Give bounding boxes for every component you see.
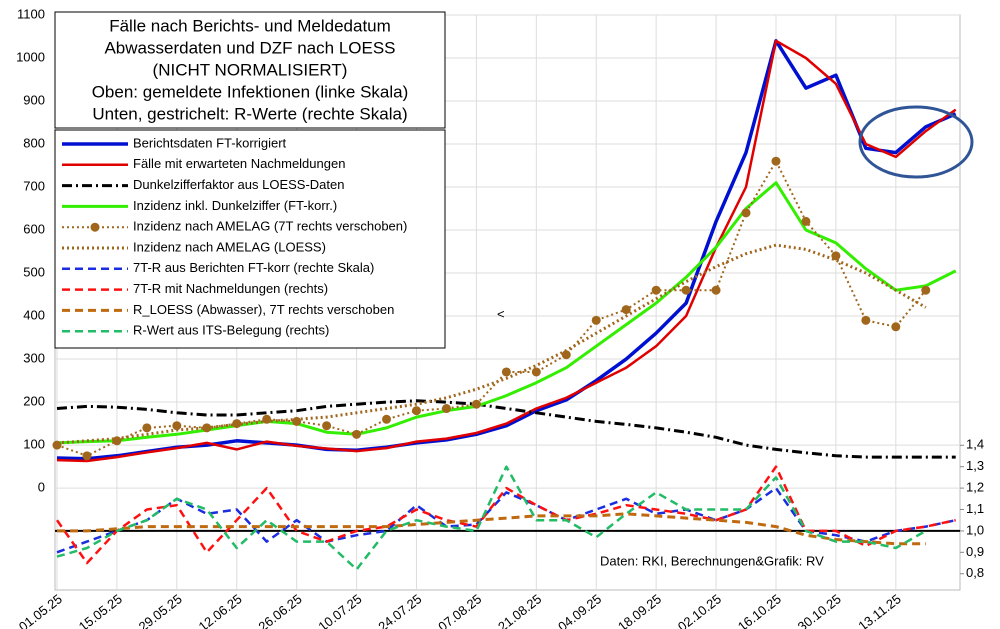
annotation: < <box>497 306 505 321</box>
y-tick-label: 1000 <box>16 49 45 64</box>
series-marker <box>172 421 182 431</box>
y2-tick-label: 1,3 <box>966 458 984 473</box>
series-marker <box>501 367 511 377</box>
series-marker <box>591 315 601 325</box>
y2-tick-label: 1,2 <box>966 480 984 495</box>
series-marker <box>411 406 421 416</box>
series-marker <box>861 315 871 325</box>
legend: Berichtsdaten FT-korrigiert Fälle mit erw… <box>62 135 407 338</box>
series-marker <box>262 414 272 424</box>
y-tick-label: 1100 <box>17 6 45 21</box>
x-tick-label: 29.05.25 <box>136 591 185 629</box>
series-marker <box>441 404 451 414</box>
x-tick-label: 01.05.25 <box>16 591 65 629</box>
series-marker <box>352 429 362 439</box>
series-marker <box>771 156 781 166</box>
x-tick-label: 16.10.25 <box>735 591 784 629</box>
series-line <box>56 243 927 445</box>
series-line <box>56 160 927 457</box>
series-marker <box>112 436 122 446</box>
series-line <box>56 39 957 463</box>
legend-marker <box>90 222 100 232</box>
x-tick-label: 13.11.25 <box>855 591 903 629</box>
series-marker <box>531 367 541 377</box>
chart-title: Oben: gemeldete Infektionen (linke Skala… <box>92 82 409 101</box>
x-tick-label: 21.08.25 <box>495 591 544 629</box>
x-tick-label: 04.09.25 <box>555 591 604 629</box>
y2-tick-label: 1,0 <box>966 522 984 537</box>
series-marker <box>382 414 392 424</box>
series-marker <box>621 305 631 315</box>
y2-tick-label: 0,8 <box>966 565 984 580</box>
x-tick-label: 15.05.25 <box>76 591 125 629</box>
series-lines <box>52 39 957 571</box>
chart-title: Unten, gestrichelt: R-Werte (rechte Skal… <box>92 104 407 123</box>
series-marker <box>561 350 571 360</box>
x-tick-label: 07.08.25 <box>435 591 484 629</box>
series-line <box>56 465 927 571</box>
x-tick-label: 02.10.25 <box>675 591 724 629</box>
series-marker <box>681 285 691 295</box>
series-marker <box>292 416 302 426</box>
x-tick-label: 18.09.25 <box>615 591 664 629</box>
y-tick-label: 100 <box>23 437 45 452</box>
x-tick-label: 12.06.25 <box>196 591 245 629</box>
legend-label: R_LOESS (Abwasser), 7T rechts verschoben <box>133 302 394 317</box>
y-tick-label: 700 <box>23 178 45 193</box>
series-line <box>55 465 956 565</box>
series-line <box>56 39 957 461</box>
highlight-ellipse <box>858 105 974 179</box>
y-tick-label: 500 <box>23 264 45 279</box>
legend-label: Fälle mit erwarteten Nachmeldungen <box>133 156 345 171</box>
title-box <box>54 11 446 129</box>
legend-label: 7T-R mit Nachmeldungen (rechts) <box>133 281 328 296</box>
series-marker <box>741 208 751 218</box>
legend-label: Inzidenz inkl. Dunkelziffer (FT-korr.) <box>133 198 337 213</box>
y2-tick-label: 1,1 <box>966 501 984 516</box>
x-tick-label: 30.10.25 <box>795 591 844 629</box>
title: Fälle nach Berichts- und Meldedatum Abwas… <box>92 16 409 123</box>
series-marker <box>142 423 152 433</box>
y-tick-label: 800 <box>23 135 45 150</box>
series-marker <box>711 285 721 295</box>
series-marker <box>921 285 931 295</box>
series-marker <box>322 421 332 431</box>
chart-title: Abwasserdaten und DZF nach LOESS <box>104 38 395 57</box>
y-tick-label: 0 <box>38 480 45 495</box>
series-line <box>56 486 956 554</box>
x-tick-label: 26.06.25 <box>256 591 305 629</box>
legend-label: 7T-R aus Berichten FT-korr (rechte Skala… <box>133 260 374 275</box>
y-tick-label: 600 <box>23 221 45 236</box>
series-marker <box>471 399 481 409</box>
x-tick-label: 24.07.25 <box>375 591 424 629</box>
source-note: Daten: RKI, Berechnungen&Grafik: RV <box>600 553 824 568</box>
y-tick-label: 900 <box>23 92 45 107</box>
legend-label: Inzidenz nach AMELAG (LOESS) <box>133 239 326 254</box>
series-marker <box>82 451 92 461</box>
series-marker <box>651 285 661 295</box>
y-tick-label: 200 <box>23 393 45 408</box>
y2-tick-label: 0,9 <box>966 544 984 559</box>
x-tick-label: 10.07.25 <box>315 591 364 629</box>
series-marker <box>52 440 62 450</box>
chart-title: (NICHT NORMALISIERT) <box>153 60 348 79</box>
y-tick-label: 400 <box>23 307 45 322</box>
series-marker <box>801 216 811 226</box>
y-tick-label: 300 <box>23 350 45 365</box>
chart-title: Fälle nach Berichts- und Meldedatum <box>109 16 391 35</box>
legend-label: Berichtsdaten FT-korrigiert <box>133 135 287 150</box>
y2-tick-label: 1,4 <box>966 437 984 452</box>
legend-label: Dunkelzifferfaktor aus LOESS-Daten <box>133 177 344 192</box>
legend-label: R-Wert aus ITS-Belegung (rechts) <box>133 323 329 338</box>
series-line <box>57 512 926 546</box>
series-marker <box>891 322 901 332</box>
legend-label: Inzidenz nach AMELAG (7T rechts verschob… <box>133 219 407 234</box>
